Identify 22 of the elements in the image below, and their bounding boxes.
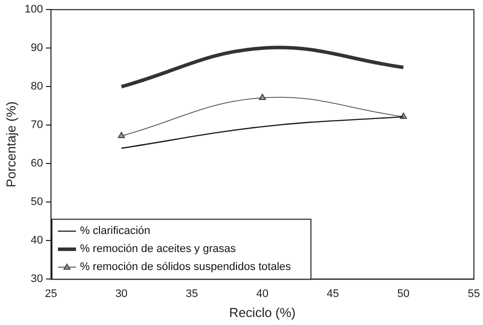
point xyxy=(118,132,125,138)
y-tick-label: 90 xyxy=(30,42,43,54)
x-tick-label: 55 xyxy=(468,288,480,300)
x-tick-label: 45 xyxy=(326,288,340,300)
y-tick-label: 80 xyxy=(30,80,43,93)
y-axis-title: Porcentaje (%) xyxy=(3,101,18,188)
y-tick-label: 40 xyxy=(30,234,43,247)
y-tick-label: 70 xyxy=(30,119,43,132)
x-tick-label: 25 xyxy=(44,288,58,300)
y-tick-label: 30 xyxy=(30,273,43,286)
x-axis-title: Reciclo (%) xyxy=(229,304,296,320)
legend-label: % remoción de sólidos suspendidos totales xyxy=(80,261,292,274)
point xyxy=(258,94,266,100)
y-tick-label: 50 xyxy=(30,196,43,208)
x-tick-label: 50 xyxy=(397,288,410,300)
y-tick-label: 100 xyxy=(24,4,43,16)
legend-label: % clarificación xyxy=(80,225,150,238)
x-tick-label: 40 xyxy=(256,288,269,300)
y-tick-label: 60 xyxy=(30,158,43,170)
x-tick-label: 35 xyxy=(186,288,198,300)
x-tick-label: 30 xyxy=(115,288,128,300)
legend-label: % remoción de aceites y grasas xyxy=(80,243,236,256)
